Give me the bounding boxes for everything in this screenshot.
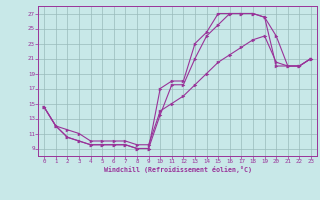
- X-axis label: Windchill (Refroidissement éolien,°C): Windchill (Refroidissement éolien,°C): [104, 166, 252, 173]
